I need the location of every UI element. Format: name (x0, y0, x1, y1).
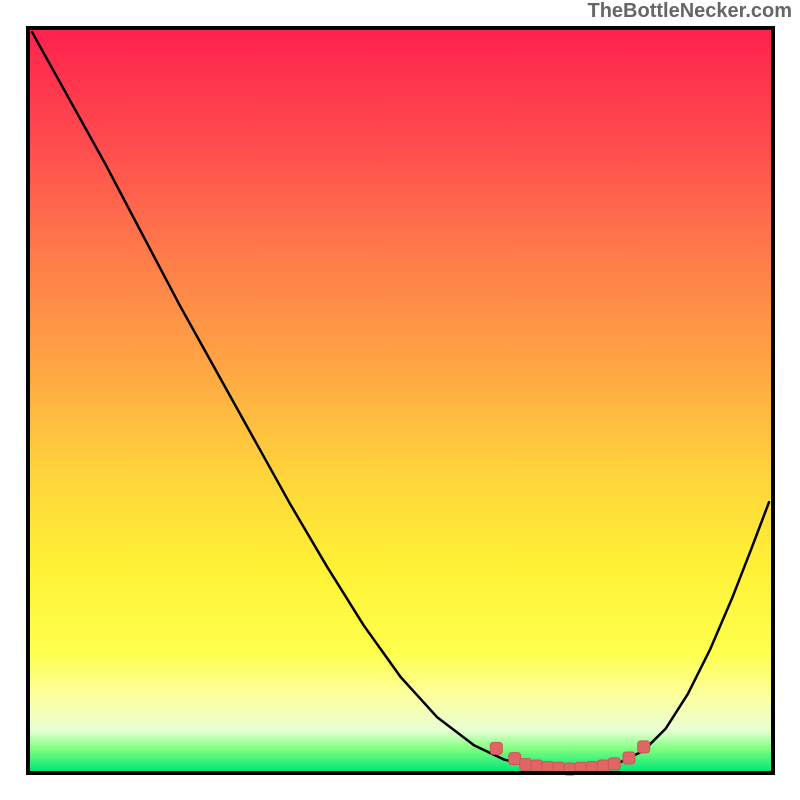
data-marker (520, 759, 532, 771)
data-marker (531, 760, 543, 772)
chart-svg (0, 0, 800, 800)
data-marker (638, 741, 650, 753)
data-marker (490, 742, 502, 754)
data-marker (623, 752, 635, 764)
watermark-text: TheBottleNecker.com (587, 0, 792, 23)
bottleneck-chart: TheBottleNecker.com (0, 0, 800, 800)
data-marker (509, 753, 521, 765)
data-marker (608, 758, 620, 770)
gradient-background (30, 30, 771, 771)
data-marker (597, 760, 609, 772)
